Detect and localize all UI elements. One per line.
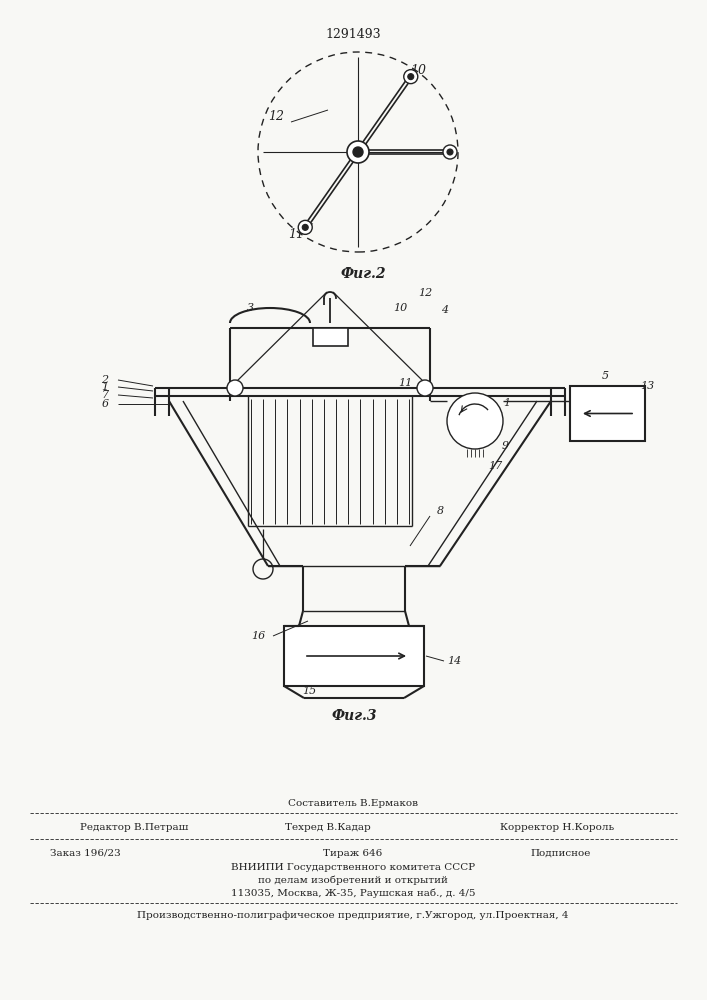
- Text: 6: 6: [101, 399, 109, 409]
- Circle shape: [404, 70, 418, 84]
- Text: Составитель В.Ермаков: Составитель В.Ермаков: [288, 798, 418, 808]
- Text: Тираж 646: Тираж 646: [323, 848, 382, 857]
- Text: ВНИИПИ Государственного комитета СССР: ВНИИПИ Государственного комитета СССР: [231, 862, 475, 871]
- Text: 3: 3: [247, 303, 254, 313]
- Circle shape: [408, 74, 414, 80]
- Text: Фиг.3: Фиг.3: [332, 709, 377, 723]
- Text: Фиг.2: Фиг.2: [340, 267, 386, 281]
- Text: 1291493: 1291493: [325, 28, 381, 41]
- Text: Заказ 196/23: Заказ 196/23: [50, 848, 121, 857]
- Circle shape: [302, 224, 308, 230]
- Text: 9: 9: [501, 441, 508, 451]
- Text: 11: 11: [288, 228, 304, 240]
- Text: Производственно-полиграфическое предприятие, г.Ужгород, ул.Проектная, 4: Производственно-полиграфическое предприя…: [137, 910, 568, 920]
- Text: 10: 10: [393, 303, 407, 313]
- Circle shape: [417, 380, 433, 396]
- Text: 10: 10: [410, 64, 426, 77]
- Text: 12: 12: [418, 288, 432, 298]
- Circle shape: [298, 220, 312, 234]
- Text: 15: 15: [302, 686, 316, 696]
- Text: Редактор В.Петраш: Редактор В.Петраш: [80, 822, 188, 832]
- Text: 1: 1: [503, 398, 510, 408]
- Text: 16: 16: [251, 631, 265, 641]
- Text: 4: 4: [441, 305, 448, 315]
- Circle shape: [347, 141, 369, 163]
- Text: 8: 8: [436, 506, 443, 516]
- Text: 7: 7: [101, 390, 109, 400]
- Text: 2: 2: [101, 375, 109, 385]
- Circle shape: [447, 393, 503, 449]
- Bar: [570, 386, 645, 441]
- Bar: [284, 626, 424, 686]
- Text: Корректор Н.Король: Корректор Н.Король: [500, 822, 614, 832]
- Text: 12: 12: [268, 110, 284, 123]
- Circle shape: [353, 147, 363, 157]
- Text: Техред В.Кадар: Техред В.Кадар: [285, 822, 370, 832]
- Text: по делам изобретений и открытий: по делам изобретений и открытий: [258, 875, 448, 885]
- Circle shape: [443, 145, 457, 159]
- Text: 14: 14: [447, 656, 461, 666]
- Text: Подписное: Подписное: [530, 848, 590, 857]
- Text: 113035, Москва, Ж-35, Раушская наб., д. 4/5: 113035, Москва, Ж-35, Раушская наб., д. …: [230, 888, 475, 898]
- Text: 17: 17: [488, 461, 502, 471]
- Text: 13: 13: [640, 381, 654, 391]
- Text: 11: 11: [398, 378, 412, 388]
- Circle shape: [447, 149, 453, 155]
- Text: 5: 5: [602, 371, 609, 381]
- Bar: [312, 328, 348, 346]
- Text: 1: 1: [101, 382, 109, 392]
- Circle shape: [227, 380, 243, 396]
